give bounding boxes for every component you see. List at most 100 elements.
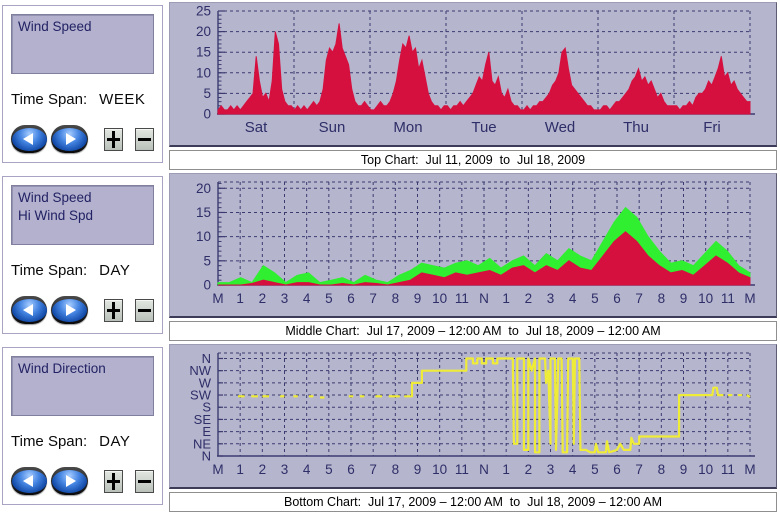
- svg-text:Mon: Mon: [393, 119, 422, 136]
- svg-text:9: 9: [680, 291, 688, 306]
- svg-text:9: 9: [680, 462, 688, 477]
- svg-text:Wed: Wed: [545, 119, 576, 136]
- svg-text:3: 3: [281, 462, 289, 477]
- svg-text:2: 2: [525, 291, 533, 306]
- svg-text:25: 25: [196, 4, 211, 19]
- svg-text:3: 3: [547, 291, 555, 306]
- right-arrow-icon: [52, 127, 88, 151]
- zoom-in-button[interactable]: [103, 127, 123, 151]
- svg-text:SE: SE: [194, 412, 212, 427]
- time-span-value: WEEK: [99, 91, 146, 108]
- svg-text:5: 5: [203, 253, 211, 268]
- svg-text:10: 10: [698, 462, 713, 477]
- svg-text:1: 1: [502, 291, 510, 306]
- time-span-value: DAY: [99, 262, 131, 279]
- chart-column-bottom: N NE E SE S SW W NW N M 1 2 3 4 5 6 7 8 9 10 11 N 1 2 3 4 5 6 7 8 9 10 1…: [169, 344, 777, 515]
- chart-panel-bottom: N NE E SE S SW W NW N M 1 2 3 4 5 6 7 8 9 10 11 N 1 2 3 4 5 6 7 8 9 10 1…: [169, 344, 777, 489]
- series-list-middle[interactable]: Wind Speed Hi Wind Spd: [11, 185, 154, 245]
- svg-text:N: N: [479, 291, 489, 306]
- svg-text:10: 10: [196, 229, 211, 244]
- left-arrow-icon: [11, 298, 47, 322]
- svg-text:NW: NW: [189, 363, 211, 378]
- back-button[interactable]: [11, 296, 48, 324]
- svg-text:20: 20: [196, 181, 211, 196]
- svg-text:5: 5: [591, 462, 599, 477]
- svg-text:6: 6: [613, 291, 621, 306]
- svg-text:9: 9: [414, 462, 422, 477]
- svg-text:8: 8: [658, 462, 666, 477]
- svg-text:2: 2: [259, 291, 267, 306]
- zoom-in-button[interactable]: [103, 469, 123, 493]
- svg-text:E: E: [202, 424, 211, 439]
- zoom-out-button[interactable]: [134, 127, 154, 151]
- svg-text:15: 15: [196, 205, 211, 220]
- chart-column-top: 0 5 10 15 20 25 Sat Sun Mon Tue Wed Thu Fri Top Char…: [169, 2, 777, 173]
- forward-button[interactable]: [51, 296, 88, 324]
- minus-icon: [137, 137, 151, 141]
- panel-row-middle: Wind Speed Hi Wind Spd Time Span: DAY 0 5 1…: [2, 173, 780, 344]
- svg-text:N: N: [202, 351, 211, 366]
- svg-text:10: 10: [698, 291, 713, 306]
- right-arrow-icon: [52, 469, 88, 493]
- left-arrow-icon: [11, 127, 47, 151]
- svg-text:Sun: Sun: [319, 119, 346, 136]
- svg-text:7: 7: [635, 291, 643, 306]
- chart-panel-middle: 0 5 10 15 20 M 1 2 3 4 5 6 7 8 9 10 11 N 1 2 3 4 5 6 7 8 9 10 11 M: [169, 173, 777, 318]
- svg-text:20: 20: [196, 24, 211, 39]
- time-span-label: Time Span:: [11, 433, 88, 450]
- svg-text:4: 4: [569, 462, 577, 477]
- series-list-top[interactable]: Wind Speed: [11, 14, 154, 74]
- svg-text:3: 3: [281, 291, 289, 306]
- chart-column-middle: 0 5 10 15 20 M 1 2 3 4 5 6 7 8 9 10 11 N 1 2 3 4 5 6 7 8 9 10 11 M Mi…: [169, 173, 777, 344]
- control-panel-middle: Wind Speed Hi Wind Spd Time Span: DAY: [2, 176, 163, 334]
- time-span-value: DAY: [99, 433, 131, 450]
- minus-icon: [137, 308, 151, 312]
- control-panel-bottom: Wind Direction Time Span: DAY: [2, 347, 163, 505]
- svg-text:Fri: Fri: [703, 119, 721, 136]
- svg-text:M: M: [212, 462, 223, 477]
- forward-button[interactable]: [51, 467, 88, 495]
- svg-text:8: 8: [658, 291, 666, 306]
- svg-text:4: 4: [303, 291, 311, 306]
- svg-text:W: W: [199, 375, 212, 390]
- zoom-out-button[interactable]: [134, 298, 154, 322]
- svg-text:11: 11: [721, 291, 735, 306]
- svg-text:11: 11: [721, 462, 735, 477]
- svg-text:Thu: Thu: [623, 119, 649, 136]
- time-span-middle: Time Span: DAY: [11, 262, 154, 279]
- svg-text:11: 11: [455, 291, 469, 306]
- svg-text:7: 7: [369, 462, 377, 477]
- series-list-bottom[interactable]: Wind Direction: [11, 356, 154, 416]
- zoom-in-button[interactable]: [103, 298, 123, 322]
- forward-button[interactable]: [51, 125, 88, 153]
- middle-chart-caption: Middle Chart: Jul 17, 2009 – 12:00 AM to…: [169, 321, 777, 341]
- svg-text:4: 4: [303, 462, 311, 477]
- svg-text:10: 10: [196, 65, 211, 80]
- panel-row-bottom: Wind Direction Time Span: DAY N NE E SE S SW W N…: [2, 344, 780, 515]
- time-span-bottom: Time Span: DAY: [11, 433, 154, 450]
- svg-text:0: 0: [203, 107, 211, 122]
- series-label: Wind Speed: [18, 190, 92, 205]
- wind-speed-week-chart: 0 5 10 15 20 25 Sat Sun Mon Tue Wed Thu Fri: [196, 4, 755, 136]
- svg-text:5: 5: [591, 291, 599, 306]
- svg-text:1: 1: [502, 462, 510, 477]
- svg-text:15: 15: [196, 45, 211, 60]
- panel-row-top: Wind Speed Time Span: WEEK 0 5 10 15 20 25 Sat S…: [2, 2, 780, 173]
- svg-text:M: M: [212, 291, 223, 306]
- right-arrow-icon: [52, 298, 88, 322]
- svg-text:10: 10: [432, 462, 447, 477]
- svg-text:M: M: [744, 462, 755, 477]
- zoom-out-button[interactable]: [134, 469, 154, 493]
- back-button[interactable]: [11, 125, 48, 153]
- svg-text:3: 3: [547, 462, 555, 477]
- nav-buttons-bottom: [11, 467, 154, 495]
- nav-buttons-top: [11, 125, 154, 153]
- svg-text:N: N: [202, 449, 211, 464]
- svg-text:8: 8: [392, 462, 400, 477]
- svg-text:7: 7: [635, 462, 643, 477]
- back-button[interactable]: [11, 467, 48, 495]
- svg-text:10: 10: [432, 291, 447, 306]
- left-arrow-icon: [11, 469, 47, 493]
- chart-panel-top: 0 5 10 15 20 25 Sat Sun Mon Tue Wed Thu Fri: [169, 2, 777, 147]
